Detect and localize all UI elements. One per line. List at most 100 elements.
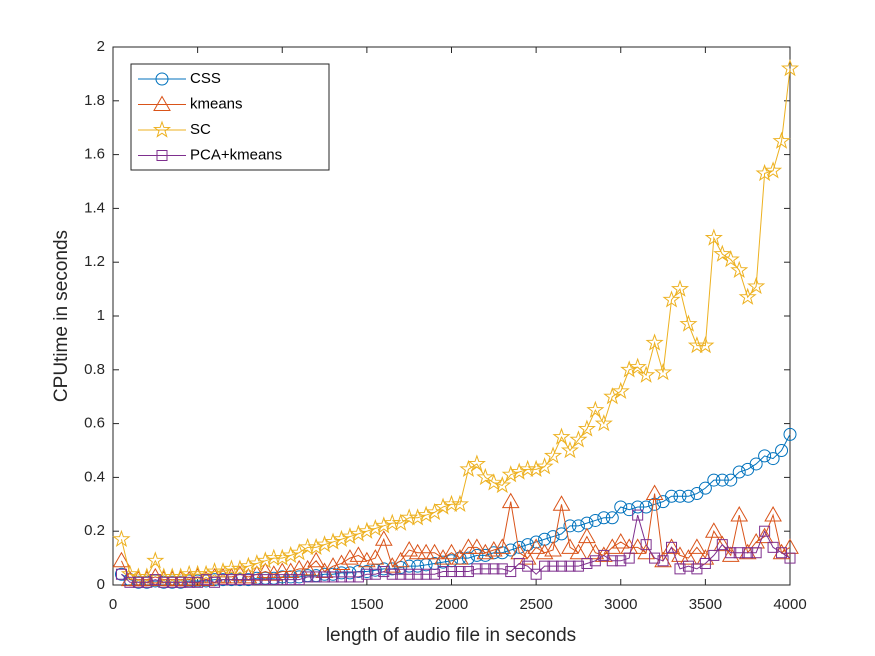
data-marker bbox=[563, 519, 577, 533]
data-marker bbox=[467, 454, 486, 472]
data-marker bbox=[527, 459, 546, 478]
data-marker bbox=[335, 571, 347, 583]
data-marker bbox=[699, 557, 711, 569]
data-marker bbox=[281, 562, 300, 579]
data-marker bbox=[674, 563, 686, 575]
data-marker bbox=[437, 566, 449, 578]
data-marker bbox=[513, 557, 525, 569]
data-marker bbox=[292, 570, 306, 584]
data-marker bbox=[749, 457, 763, 471]
data-marker bbox=[698, 481, 712, 495]
data-marker bbox=[535, 543, 554, 560]
legend-label: CSS bbox=[190, 70, 221, 87]
data-marker bbox=[459, 459, 478, 478]
data-marker bbox=[713, 535, 732, 552]
data-marker bbox=[496, 563, 508, 575]
data-marker bbox=[112, 551, 131, 568]
data-marker bbox=[755, 527, 774, 544]
x-tick-label: 1000 bbox=[266, 596, 299, 613]
data-marker bbox=[759, 525, 771, 537]
data-marker bbox=[649, 552, 661, 564]
data-marker bbox=[704, 522, 723, 538]
data-marker bbox=[780, 58, 800, 77]
data-marker bbox=[750, 547, 762, 559]
data-marker bbox=[742, 547, 754, 559]
data-marker bbox=[234, 574, 246, 586]
data-marker bbox=[594, 414, 613, 432]
data-marker bbox=[696, 549, 715, 565]
data-marker bbox=[530, 568, 542, 580]
data-marker bbox=[132, 576, 144, 588]
x-tick-label: 3000 bbox=[604, 596, 637, 613]
y-tick-label: 1.8 bbox=[84, 92, 105, 109]
data-marker bbox=[290, 543, 309, 561]
data-marker bbox=[671, 546, 689, 562]
data-marker bbox=[772, 131, 791, 149]
data-marker bbox=[462, 566, 474, 578]
data-marker bbox=[586, 543, 605, 560]
data-marker bbox=[446, 566, 457, 578]
data-marker bbox=[552, 495, 571, 511]
data-marker bbox=[628, 357, 647, 375]
data-marker bbox=[326, 567, 340, 581]
data-marker bbox=[783, 427, 797, 441]
data-marker bbox=[476, 467, 495, 486]
data-marker bbox=[332, 554, 351, 570]
data-marker bbox=[408, 508, 427, 526]
data-marker bbox=[374, 516, 393, 534]
series-line bbox=[121, 493, 791, 581]
x-tick-label: 3500 bbox=[689, 596, 722, 613]
data-marker bbox=[704, 228, 723, 246]
data-marker bbox=[681, 489, 695, 503]
data-marker bbox=[307, 551, 325, 568]
data-marker bbox=[402, 559, 416, 573]
data-marker bbox=[425, 543, 444, 560]
data-marker bbox=[484, 473, 503, 491]
data-marker bbox=[451, 549, 469, 565]
data-marker bbox=[112, 529, 131, 547]
data-marker bbox=[366, 549, 385, 565]
data-marker bbox=[603, 538, 622, 554]
data-marker bbox=[645, 333, 664, 351]
data-marker bbox=[315, 562, 334, 579]
data-marker bbox=[615, 555, 627, 567]
data-marker bbox=[374, 530, 393, 546]
x-tick-label: 2000 bbox=[435, 596, 468, 613]
data-marker bbox=[334, 566, 348, 580]
data-marker bbox=[343, 566, 357, 580]
data-marker bbox=[738, 543, 757, 560]
data-marker bbox=[586, 400, 605, 418]
data-marker bbox=[425, 502, 444, 521]
data-marker bbox=[725, 547, 737, 559]
legend-marker bbox=[155, 72, 169, 86]
data-marker bbox=[518, 549, 537, 565]
data-marker bbox=[264, 565, 283, 581]
data-marker bbox=[137, 570, 156, 587]
data-marker bbox=[637, 365, 656, 383]
data-marker bbox=[648, 497, 662, 511]
data-marker bbox=[349, 524, 368, 542]
data-marker bbox=[588, 513, 602, 527]
data-marker bbox=[696, 336, 715, 354]
data-marker bbox=[594, 546, 613, 562]
x-tick-label: 2500 bbox=[519, 596, 552, 613]
data-marker bbox=[344, 571, 356, 583]
data-marker bbox=[403, 568, 415, 580]
y-tick-label: 0 bbox=[97, 576, 105, 593]
data-marker bbox=[192, 576, 204, 588]
data-marker bbox=[341, 549, 359, 565]
data-marker bbox=[614, 500, 628, 514]
y-tick-label: 0.4 bbox=[84, 468, 105, 485]
data-marker bbox=[639, 500, 653, 514]
data-marker bbox=[561, 538, 579, 554]
y-axis-label: CPUtime in seconds bbox=[51, 230, 72, 402]
data-marker bbox=[417, 505, 436, 523]
data-marker bbox=[730, 506, 749, 522]
data-marker bbox=[307, 537, 326, 556]
data-marker bbox=[361, 568, 373, 580]
data-marker bbox=[597, 511, 611, 525]
data-marker bbox=[640, 539, 652, 551]
data-marker bbox=[124, 576, 136, 588]
data-marker bbox=[183, 576, 195, 588]
data-marker bbox=[357, 521, 376, 539]
